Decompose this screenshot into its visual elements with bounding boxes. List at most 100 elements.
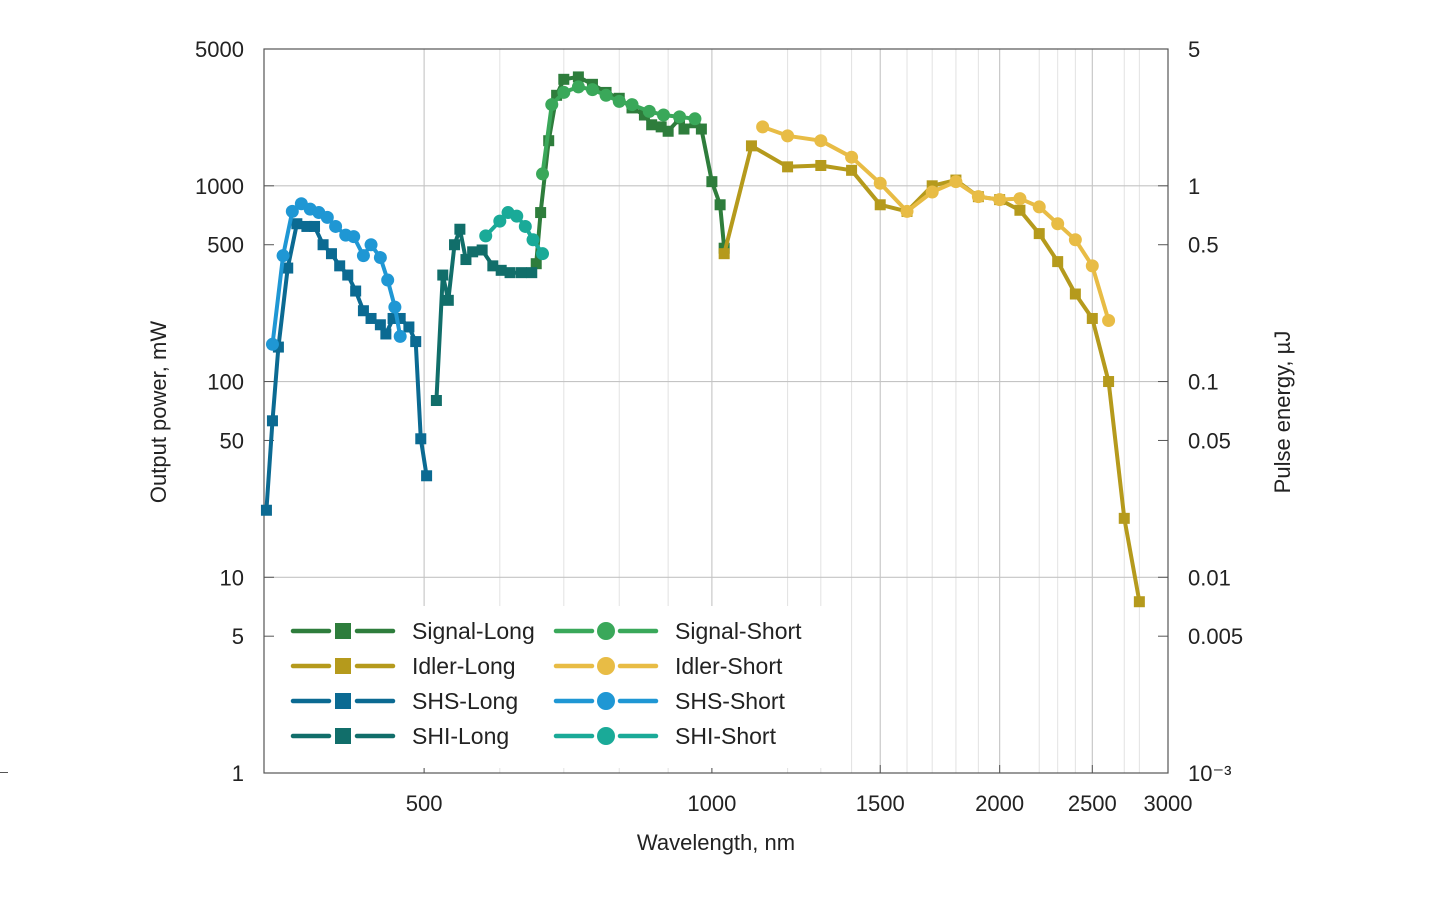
data-point bbox=[388, 300, 402, 314]
data-point bbox=[356, 249, 370, 263]
data-point bbox=[1086, 312, 1098, 324]
data-point bbox=[430, 395, 442, 407]
legend-label: SHI-Long bbox=[412, 723, 509, 749]
data-point bbox=[695, 123, 707, 135]
legend-item: Signal-Long bbox=[290, 618, 535, 644]
y2-tick-label: 0.05 bbox=[1188, 428, 1231, 453]
data-point bbox=[526, 267, 538, 279]
x-axis-label: Wavelength, nm bbox=[637, 830, 795, 855]
data-point bbox=[493, 214, 507, 228]
data-point bbox=[1103, 376, 1115, 388]
legend-marker bbox=[335, 728, 351, 744]
data-point bbox=[571, 80, 585, 94]
data-point bbox=[364, 238, 378, 252]
data-point bbox=[688, 112, 702, 126]
data-point bbox=[510, 209, 524, 223]
y2-axis-label: Pulse energy, µJ bbox=[1270, 331, 1295, 494]
data-point bbox=[320, 210, 334, 224]
data-point bbox=[662, 125, 674, 137]
data-point bbox=[673, 110, 687, 124]
data-point bbox=[706, 176, 718, 188]
data-point bbox=[925, 185, 939, 199]
data-point bbox=[393, 329, 407, 343]
data-point bbox=[1118, 512, 1130, 524]
data-point bbox=[410, 336, 422, 348]
plot-frame bbox=[263, 48, 1169, 774]
data-point bbox=[625, 98, 639, 112]
data-point bbox=[678, 123, 690, 135]
data-point bbox=[1102, 314, 1116, 328]
edge-marker bbox=[0, 772, 8, 773]
legend-marker bbox=[597, 622, 615, 640]
data-point bbox=[442, 294, 454, 306]
data-point bbox=[1014, 204, 1026, 216]
legend-label: SHI-Short bbox=[675, 723, 777, 749]
data-point bbox=[309, 220, 321, 232]
data-point bbox=[1051, 217, 1065, 231]
data-point bbox=[487, 260, 499, 272]
y2-tick-label: 10⁻³ bbox=[1188, 761, 1231, 786]
data-point bbox=[599, 88, 613, 102]
data-point bbox=[454, 223, 466, 235]
data-point bbox=[1068, 233, 1082, 247]
data-point bbox=[415, 433, 427, 445]
data-point bbox=[557, 85, 571, 99]
y2-tick-label: 0.5 bbox=[1188, 233, 1219, 258]
data-point bbox=[266, 415, 278, 427]
data-point bbox=[1069, 288, 1081, 300]
data-point bbox=[551, 89, 563, 101]
data-point bbox=[714, 199, 726, 211]
data-point bbox=[815, 159, 827, 171]
x-tick-label: 3000 bbox=[1144, 791, 1193, 816]
data-point bbox=[535, 207, 547, 219]
x-tick-label: 1000 bbox=[687, 791, 736, 816]
data-point bbox=[301, 220, 313, 232]
data-point bbox=[272, 341, 284, 353]
data-point bbox=[846, 164, 858, 176]
y-tick-label: 5 bbox=[232, 624, 244, 649]
legend-label: Signal-Short bbox=[675, 618, 802, 644]
data-point bbox=[545, 98, 559, 112]
data-point bbox=[1133, 596, 1145, 608]
data-point bbox=[437, 269, 449, 281]
x-tick-label: 2500 bbox=[1068, 791, 1117, 816]
data-point bbox=[900, 204, 914, 218]
data-point bbox=[421, 470, 433, 482]
data-point bbox=[657, 108, 671, 122]
y-tick-label: 5000 bbox=[195, 37, 244, 62]
legend-item: Idler-Long bbox=[290, 653, 516, 679]
data-point bbox=[612, 94, 626, 108]
x-tick-label: 1500 bbox=[856, 791, 905, 816]
series-layer bbox=[260, 71, 1145, 608]
data-point bbox=[373, 251, 387, 265]
legend-label: SHS-Long bbox=[412, 688, 518, 714]
x-tick-label: 2000 bbox=[975, 791, 1024, 816]
series-shi-short bbox=[479, 206, 550, 261]
data-point bbox=[642, 104, 656, 118]
data-point bbox=[350, 285, 362, 297]
data-point bbox=[655, 121, 667, 133]
data-point bbox=[449, 239, 461, 251]
data-point bbox=[325, 248, 337, 260]
data-point bbox=[718, 248, 730, 260]
legend-marker bbox=[335, 693, 351, 709]
data-point bbox=[536, 247, 550, 261]
data-point bbox=[1085, 259, 1099, 273]
data-point bbox=[1052, 256, 1064, 268]
data-point bbox=[374, 319, 386, 331]
data-point bbox=[993, 193, 1007, 207]
series-shi-long bbox=[430, 223, 538, 407]
y2-tick-label: 0.005 bbox=[1188, 624, 1243, 649]
data-point bbox=[317, 239, 329, 251]
data-point bbox=[285, 204, 299, 218]
data-point bbox=[495, 264, 507, 276]
data-point bbox=[1013, 192, 1027, 206]
legend-label: Idler-Short bbox=[675, 653, 783, 679]
data-point bbox=[1033, 228, 1045, 240]
data-point bbox=[342, 269, 354, 281]
data-point bbox=[646, 119, 658, 131]
y-tick-label: 10 bbox=[220, 565, 244, 590]
data-point bbox=[874, 199, 886, 211]
y2-tick-label: 5 bbox=[1188, 37, 1200, 62]
y-tick-label: 500 bbox=[207, 233, 244, 258]
